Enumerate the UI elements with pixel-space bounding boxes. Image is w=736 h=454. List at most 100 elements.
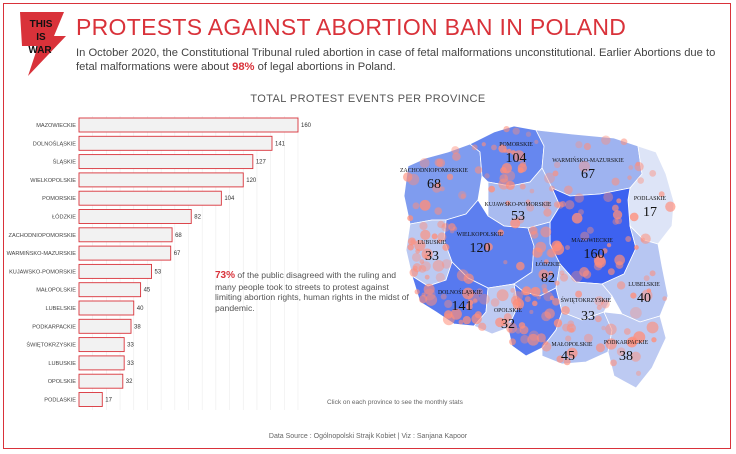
map-label-name-dolnoslaskie: DOLNOŚLĄSKIE — [438, 288, 483, 296]
protest-dot — [467, 292, 480, 304]
bar-lubuskie[interactable] — [78, 355, 125, 371]
protest-dot — [574, 193, 584, 203]
protest-dot — [541, 341, 552, 352]
protest-dot — [473, 298, 478, 303]
bar-pomorskie[interactable] — [78, 190, 222, 206]
protest-event-dots — [402, 126, 676, 376]
protest-dot — [420, 261, 431, 272]
map-label-name-lubuskie: LUBUSKIE — [418, 240, 447, 246]
protest-dot — [593, 254, 606, 266]
protest-dot — [596, 304, 602, 311]
protest-dot — [546, 248, 555, 258]
protest-dot — [490, 298, 500, 307]
protest-dot — [525, 199, 531, 205]
bar-lubelskie[interactable] — [78, 300, 135, 316]
protest-dot — [452, 226, 458, 231]
map-label-name-opolskie: OPOLSKIE — [494, 308, 522, 314]
bar-podkarpackie[interactable] — [78, 318, 132, 334]
protest-dot — [437, 239, 442, 244]
protest-dot — [549, 295, 555, 301]
protest-dot — [512, 127, 520, 135]
protest-dot — [519, 161, 527, 168]
protest-dot — [575, 141, 583, 149]
protest-dot — [505, 200, 511, 206]
bar-value-podkarpackie: 38 — [134, 324, 141, 330]
protest-dot — [529, 188, 535, 194]
bar-mazowieckie[interactable] — [78, 117, 299, 133]
protest-dot — [627, 175, 632, 180]
bar-warminsko-mazurskie[interactable] — [78, 245, 172, 261]
callout-body: of the public disagreed with the ruling … — [215, 270, 409, 313]
footer-credits: Data Source : Ogólnopolski Strajk Kobiet… — [268, 433, 468, 440]
protest-dot — [419, 157, 430, 168]
bar-value-lodzkie: 82 — [194, 215, 201, 221]
protest-dot — [578, 160, 590, 173]
poland-map[interactable]: POMORSKIE 104 WARMIŃSKO-MAZURSKIE 67 ZAC… — [392, 116, 692, 394]
protest-dot — [556, 355, 564, 363]
protest-dot — [594, 296, 605, 306]
protest-dot — [496, 289, 509, 302]
protest-dot — [563, 185, 573, 195]
protest-dot — [635, 161, 640, 167]
protest-dot — [559, 270, 565, 276]
protest-dot — [512, 291, 523, 302]
protest-dot — [441, 259, 452, 269]
protest-dot — [554, 280, 560, 286]
chart-section-title: TOTAL PROTEST EVENTS PER PROVINCE — [250, 93, 486, 105]
protest-dot — [601, 325, 606, 331]
protest-dot — [556, 201, 564, 209]
bar-label-slaskie: ŚLĄSKIE — [53, 158, 77, 166]
bar-kujawsko-pomorskie[interactable] — [78, 263, 152, 279]
protest-dot — [640, 233, 651, 244]
protest-dot — [553, 318, 563, 328]
bar-label-warminsko-mazurskie: WARMIŃSKO-MAZURSKIE — [7, 250, 77, 257]
protest-dot — [607, 268, 615, 276]
protest-dot — [616, 198, 622, 204]
protest-dot — [542, 288, 548, 294]
protest-dot — [463, 273, 474, 284]
subtitle-text-2: of legal abortions in Poland. — [254, 61, 396, 73]
bar-value-kujawsko-pomorskie: 53 — [155, 269, 162, 275]
bar-label-zachodniopomorskie: ZACHODNIOPOMORSKIE — [9, 233, 77, 239]
protest-dot — [442, 243, 450, 251]
protest-dot — [630, 351, 641, 362]
protest-dot — [402, 172, 413, 182]
protest-dot — [548, 270, 554, 276]
bar-value-zachodniopomorskie: 68 — [175, 233, 182, 239]
bar-slaskie[interactable] — [78, 154, 254, 170]
map-label-value-lubuskie: 33 — [425, 249, 439, 264]
bar-label-wielkopolskie: WIELKOPOLSKIE — [30, 178, 76, 184]
protest-dot — [610, 359, 617, 367]
protest-dot — [616, 281, 626, 290]
protest-dot — [575, 290, 583, 298]
protest-dot — [559, 273, 569, 282]
bar-malopolskie[interactable] — [78, 282, 142, 298]
protest-dot — [516, 261, 525, 271]
logo-line-2: IS — [36, 32, 46, 43]
map-label-name-mazowieckie: MAZOWIECKIE — [571, 238, 613, 244]
protest-dot — [623, 328, 631, 335]
protest-dot — [611, 177, 620, 186]
protest-dot — [436, 158, 446, 168]
bar-swietokrzyskie[interactable] — [78, 337, 125, 353]
protest-dot — [620, 138, 628, 146]
map-label-name-lodzkie: ŁÓDZKIE — [535, 260, 561, 268]
map-label-name-malopolskie: MAŁOPOLSKIE — [552, 342, 593, 348]
bar-wielkopolskie[interactable] — [78, 172, 244, 188]
protest-dot — [510, 288, 516, 293]
bar-dolnoslaskie[interactable] — [78, 135, 273, 151]
bar-label-podlaskie: PODLASKIE — [44, 398, 76, 404]
protest-dot — [625, 236, 632, 242]
protest-dot — [471, 144, 478, 151]
logo-line-3: WAR — [28, 45, 52, 56]
map-label-name-zachodniopomorskie: ZACHODNIOPOMORSKIE — [400, 168, 468, 174]
protest-dot — [419, 199, 431, 211]
protest-dot — [578, 209, 584, 216]
bar-podlaskie[interactable] — [78, 392, 103, 407]
bar-lodzkie[interactable] — [78, 209, 192, 224]
bar-opolskie[interactable] — [78, 373, 124, 389]
protest-dot — [439, 186, 445, 192]
map-label-value-opolskie: 32 — [501, 317, 515, 332]
bar-zachodniopomorskie[interactable] — [78, 227, 173, 243]
protest-dot — [563, 358, 571, 366]
